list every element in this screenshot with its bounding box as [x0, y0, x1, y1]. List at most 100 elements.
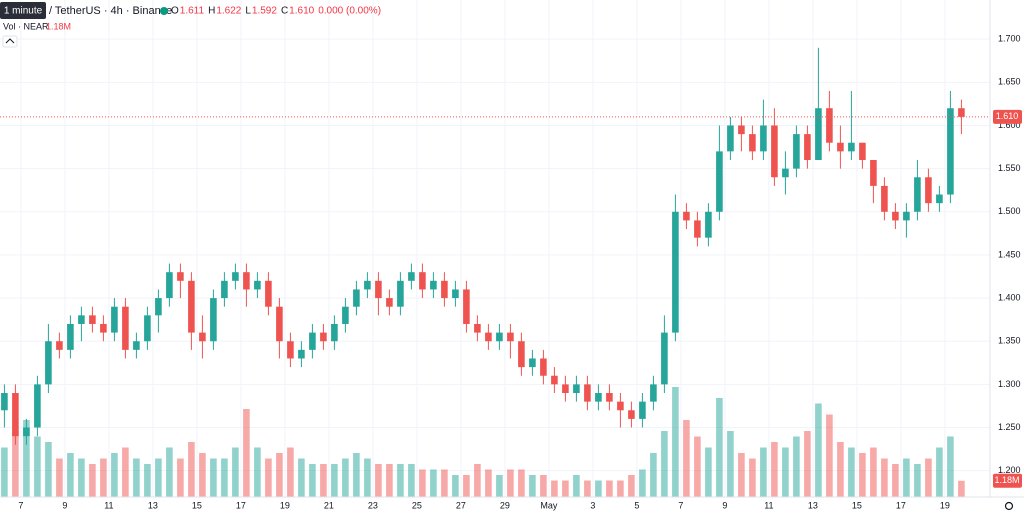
volume-bar — [419, 469, 426, 497]
candle-body — [463, 289, 470, 324]
last-price-label: 1.610 — [996, 111, 1019, 121]
volume-badge — [993, 473, 1022, 488]
y-tick-label: 1.500 — [998, 206, 1021, 216]
volume-bar — [815, 403, 822, 497]
x-tick-label: 27 — [456, 500, 466, 510]
volume-layer — [1, 387, 965, 497]
candle-body — [353, 289, 360, 307]
volume-bar — [133, 458, 140, 497]
x-tick-label: 11 — [764, 500, 773, 510]
candle-body — [716, 151, 723, 212]
volume-bar — [826, 414, 833, 497]
volume-bar — [914, 464, 921, 497]
volume-bar — [474, 464, 481, 497]
x-tick-label: 5 — [634, 500, 639, 510]
candle-body — [540, 358, 547, 376]
candle-body — [89, 315, 96, 324]
volume-bar — [617, 480, 624, 497]
volume-bar — [551, 480, 558, 497]
ohlc-legend: O 1.611 H 1.622 L 1.592 C 1.610 0.000 (0.00%) — [171, 6, 381, 17]
volume-bar — [23, 420, 30, 497]
volume-bar — [89, 464, 96, 497]
volume-bar — [727, 431, 734, 497]
volume-bar — [925, 458, 932, 497]
volume-bar — [661, 431, 668, 497]
volume-bar — [529, 475, 536, 497]
volume-bar — [34, 436, 41, 497]
volume-value: 1.18M — [46, 21, 71, 31]
candle-body — [672, 211, 679, 333]
candle-body — [221, 280, 228, 299]
volume-bar — [309, 464, 316, 497]
candle-body — [287, 341, 294, 359]
volume-bar — [1, 447, 8, 497]
last-price-badge — [993, 109, 1022, 124]
volume-bar — [650, 453, 657, 497]
volume-bar — [749, 458, 756, 497]
settings-icon[interactable] — [1004, 501, 1014, 511]
tooltip-box — [0, 2, 46, 19]
y-tick-label: 1.200 — [998, 465, 1021, 475]
candle-body — [826, 108, 833, 143]
volume-bar — [892, 464, 899, 497]
candle-body — [144, 315, 151, 342]
candle-body — [837, 142, 844, 152]
y-tick-label: 1.350 — [998, 336, 1021, 346]
candle-body — [617, 401, 624, 411]
candle-body — [518, 341, 525, 368]
volume-bar — [584, 480, 591, 497]
candle-body — [507, 332, 514, 342]
candle-body — [375, 280, 382, 299]
volume-bar — [936, 447, 943, 497]
volume-bar — [199, 453, 206, 497]
candle-body — [23, 427, 30, 437]
volume-bar — [903, 458, 910, 497]
candle-body — [782, 168, 789, 178]
volume-bar — [463, 475, 470, 497]
y-tick-label: 1.600 — [998, 120, 1021, 130]
candle-body — [12, 393, 19, 437]
candle-body — [562, 384, 569, 394]
candle-body — [804, 134, 811, 160]
candle-body — [859, 142, 866, 160]
volume-bar — [683, 420, 690, 497]
volume-bar — [595, 480, 602, 497]
candle-body — [397, 280, 404, 307]
volume-bar — [78, 458, 85, 497]
volume-bar — [782, 447, 789, 497]
candle-body — [177, 272, 184, 281]
volume-bar — [804, 431, 811, 497]
volume-bar — [881, 458, 888, 497]
volume-bar — [353, 453, 360, 497]
collapse-button[interactable] — [2, 35, 18, 48]
volume-bar — [243, 409, 250, 497]
volume-bar — [100, 458, 107, 497]
volume-bar — [12, 431, 19, 497]
volume-bar — [485, 469, 492, 497]
volume-bar — [496, 475, 503, 497]
candle-body — [331, 323, 338, 342]
x-tick-label: 3 — [590, 500, 595, 510]
candle-body — [639, 401, 646, 419]
volume-bar — [628, 475, 635, 497]
volume-bar — [122, 447, 129, 497]
symbol-title[interactable]: / TetherUS · 4h · Binance — [49, 5, 172, 17]
volume-bar — [540, 475, 547, 497]
candle-body — [441, 280, 448, 299]
y-tick-label: 1.700 — [998, 34, 1021, 44]
candle-body — [958, 108, 965, 117]
candle-body — [606, 393, 613, 402]
ohlc-value: 1.610 — [289, 6, 314, 17]
volume-bar — [265, 458, 272, 497]
volume-bar — [232, 447, 239, 497]
candle-body — [628, 410, 635, 419]
y-tick-label: 1.400 — [998, 292, 1021, 302]
volume-bar — [386, 464, 393, 497]
candle-body — [947, 108, 954, 195]
candle-body — [298, 349, 305, 359]
volume-bar — [67, 453, 74, 497]
candle-body — [738, 125, 745, 135]
x-tick-label: 11 — [104, 500, 113, 510]
status-dot — [160, 7, 168, 15]
x-tick-label: May — [540, 500, 558, 510]
